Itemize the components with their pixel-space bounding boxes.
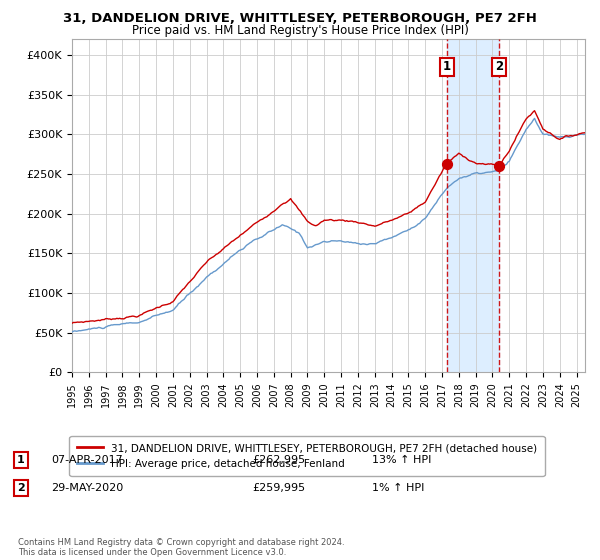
Text: £259,995: £259,995 bbox=[252, 483, 305, 493]
Legend: 31, DANDELION DRIVE, WHITTLESEY, PETERBOROUGH, PE7 2FH (detached house), HPI: Av: 31, DANDELION DRIVE, WHITTLESEY, PETERBO… bbox=[70, 436, 545, 476]
Text: 07-APR-2017: 07-APR-2017 bbox=[51, 455, 123, 465]
Point bbox=[494, 161, 504, 170]
Text: Contains HM Land Registry data © Crown copyright and database right 2024.
This d: Contains HM Land Registry data © Crown c… bbox=[18, 538, 344, 557]
Text: 31, DANDELION DRIVE, WHITTLESEY, PETERBOROUGH, PE7 2FH: 31, DANDELION DRIVE, WHITTLESEY, PETERBO… bbox=[63, 12, 537, 25]
Text: 2: 2 bbox=[17, 483, 25, 493]
Text: 1: 1 bbox=[443, 60, 451, 73]
Text: Price paid vs. HM Land Registry's House Price Index (HPI): Price paid vs. HM Land Registry's House … bbox=[131, 24, 469, 36]
Text: 2: 2 bbox=[496, 60, 503, 73]
Bar bbox=[446, 39, 499, 372]
Point bbox=[442, 160, 451, 169]
Text: £262,995: £262,995 bbox=[252, 455, 305, 465]
Text: 29-MAY-2020: 29-MAY-2020 bbox=[51, 483, 123, 493]
Text: 1% ↑ HPI: 1% ↑ HPI bbox=[372, 483, 424, 493]
Text: 13% ↑ HPI: 13% ↑ HPI bbox=[372, 455, 431, 465]
Text: 1: 1 bbox=[17, 455, 25, 465]
